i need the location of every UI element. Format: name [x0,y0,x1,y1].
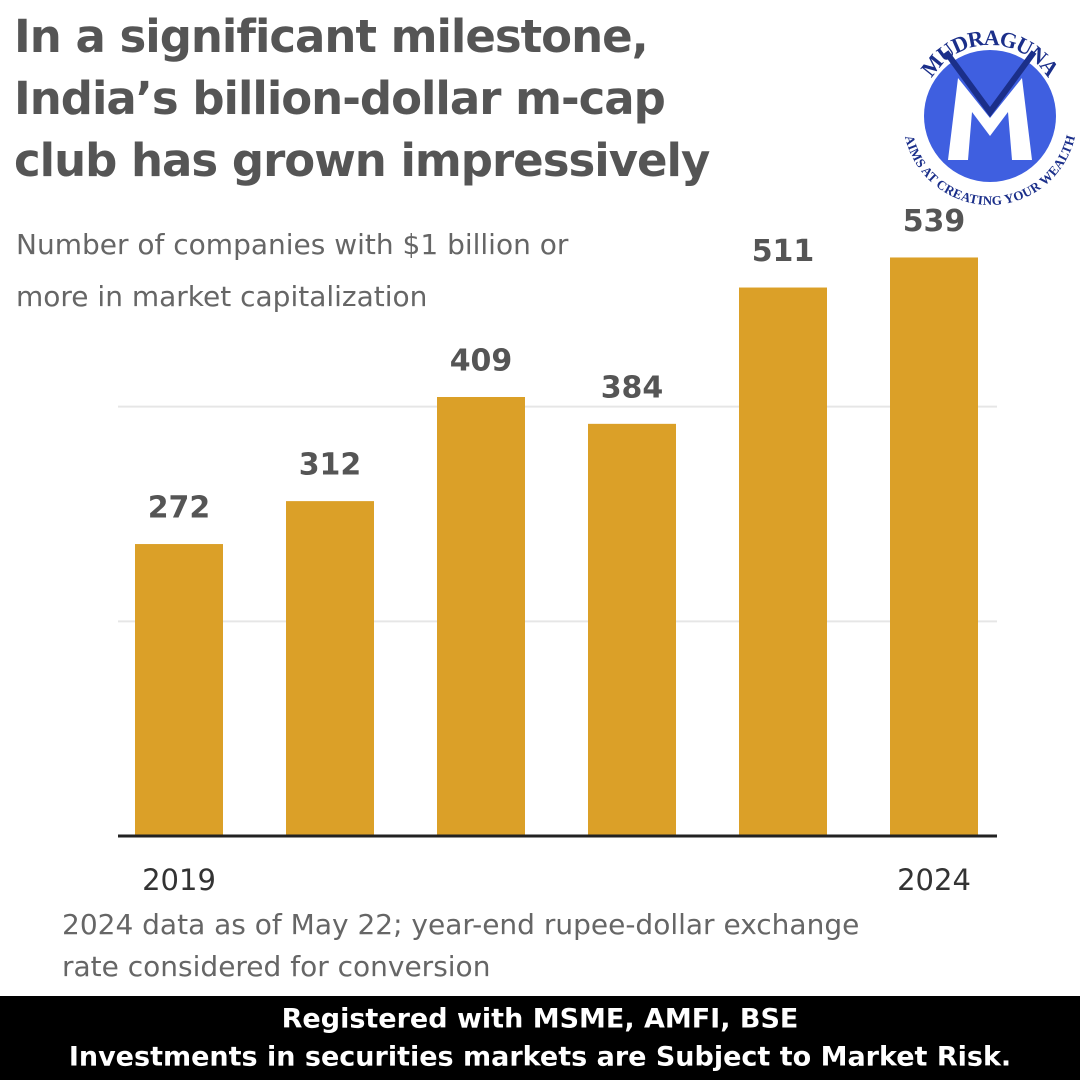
bar [437,397,525,836]
chart-subtitle: Number of companies with $1 billion or [16,228,569,261]
logo-mark [948,78,1032,160]
footer-band [0,996,1080,1080]
data-label: 312 [299,448,362,483]
x-tick-label: 2024 [897,863,971,897]
bar [739,287,827,836]
logo: MUDRAGUNA AIMS AT CREATING YOUR WEALTH [902,25,1078,208]
bar [135,544,223,836]
chart-title: club has grown impressively [14,134,710,187]
logo-mark [943,50,1037,118]
data-label: 409 [450,344,513,379]
footer-text: Investments in securities markets are Su… [69,1042,1011,1073]
chart-title: In a significant milestone, [14,10,648,63]
footnote: rate considered for conversion [62,950,490,983]
data-label: 511 [752,234,815,269]
bar [588,423,676,836]
data-label: 539 [903,204,966,239]
footnote: 2024 data as of May 22; year-end rupee-d… [62,908,859,941]
x-tick-label: 2019 [142,863,216,897]
chart-title: India’s billion-dollar m-cap [14,72,665,125]
footer-text: Registered with MSME, AMFI, BSE [282,1004,799,1035]
bar [890,257,978,836]
chart-subtitle: more in market capitalization [16,280,427,313]
data-label: 272 [148,491,211,526]
bar [286,501,374,836]
data-label: 384 [601,370,664,405]
